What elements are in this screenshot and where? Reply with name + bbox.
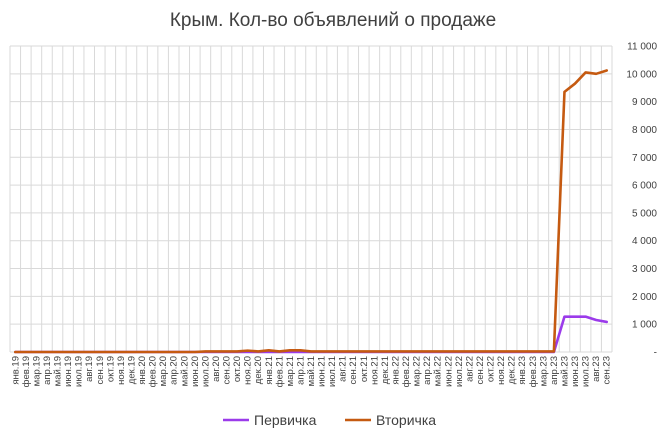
y-tick-label: 11 000	[627, 42, 657, 53]
x-tick-label: июн.19	[63, 356, 74, 387]
x-tick-label: янв.21	[264, 356, 275, 385]
x-tick-label: авг.22	[464, 356, 475, 382]
x-tick-label: май.21	[306, 356, 317, 386]
x-tick-label: июл.19	[74, 356, 85, 387]
y-tick-label: 7 000	[632, 153, 657, 164]
x-tick-label: июл.23	[581, 356, 592, 387]
x-tick-label: апр.21	[295, 356, 306, 385]
x-tick-label: май.23	[559, 356, 570, 386]
x-tick-label: июн.20	[190, 356, 201, 387]
x-tick-label: апр.19	[42, 356, 53, 385]
x-tick-label: дек.21	[380, 356, 391, 384]
y-tick-label: 8 000	[632, 125, 657, 136]
x-tick-label: окт.22	[486, 356, 497, 382]
x-tick-label: янв.22	[390, 356, 401, 385]
y-tick-label: 6 000	[632, 181, 657, 192]
x-tick-label: фев.23	[528, 356, 539, 387]
x-tick-label: авг.19	[84, 356, 95, 382]
x-tick-label: фев.21	[274, 356, 285, 387]
x-tick-label: июн.21	[317, 356, 328, 387]
series-line-0	[13, 315, 609, 354]
x-tick-label: май.22	[433, 356, 444, 386]
x-tick-label: ноя.20	[243, 356, 254, 385]
x-tick-label: янв.20	[137, 356, 148, 385]
x-tick-label: апр.22	[422, 356, 433, 385]
x-axis-ticks: янв.19 фев.19 мар.19 апр.19 май.19 июн.19 июл.…	[10, 356, 612, 387]
x-tick-label: апр.20	[169, 356, 180, 385]
legend: Первичка Вторичка	[223, 412, 436, 428]
x-tick-label: ноя.21	[369, 356, 380, 385]
y-tick-label: 2 000	[632, 292, 657, 303]
x-tick-label: июн.22	[443, 356, 454, 387]
x-tick-label: сен.23	[602, 356, 613, 385]
x-tick-label: янв.23	[517, 356, 528, 385]
y-axis-ticks: - 1 000 2 000 3 000 4 000 5 000 6 000 7 000 8 00…	[626, 42, 657, 359]
x-tick-label: сен.20	[222, 356, 233, 385]
x-tick-label: авг.23	[591, 356, 602, 382]
series-line-1	[13, 69, 609, 354]
x-tick-label: фев.19	[21, 356, 32, 387]
chart-title: Крым. Кол-во объявлений о продаже	[170, 10, 496, 31]
x-tick-label: окт.21	[359, 356, 370, 382]
x-tick-label: мар.22	[412, 356, 423, 386]
x-tick-label: мар.21	[285, 356, 296, 386]
legend-label-0: Первичка	[254, 412, 317, 428]
x-tick-label: июл.22	[454, 356, 465, 387]
x-tick-label: окт.20	[232, 356, 243, 382]
x-tick-label: янв.19	[10, 356, 21, 385]
x-tick-label: авг.20	[211, 356, 222, 382]
x-tick-label: сен.19	[95, 356, 106, 385]
gridlines	[9, 45, 613, 353]
x-tick-label: мар.23	[538, 356, 549, 386]
y-tick-label: 4 000	[632, 236, 657, 247]
y-tick-label: 5 000	[632, 208, 657, 219]
x-tick-label: ноя.22	[496, 356, 507, 385]
y-tick-label: 10 000	[626, 69, 657, 80]
x-tick-label: авг.21	[338, 356, 349, 382]
y-tick-label: 3 000	[632, 264, 657, 275]
x-tick-label: июл.21	[327, 356, 338, 387]
x-tick-label: май.19	[53, 356, 64, 386]
series-lines	[13, 69, 609, 354]
x-tick-label: июн.23	[570, 356, 581, 387]
x-tick-label: окт.19	[105, 356, 116, 382]
x-tick-label: мар.19	[31, 356, 42, 386]
x-tick-label: мар.20	[158, 356, 169, 386]
x-tick-label: апр.23	[549, 356, 560, 385]
x-tick-label: дек.19	[126, 356, 137, 384]
x-tick-label: сен.22	[475, 356, 486, 385]
y-tick-label: 9 000	[632, 97, 657, 108]
y-tick-label: -	[654, 348, 657, 359]
x-tick-label: фев.20	[148, 356, 159, 387]
x-tick-label: май.20	[179, 356, 190, 386]
y-tick-label: 1 000	[632, 320, 657, 331]
x-tick-label: сен.21	[348, 356, 359, 385]
legend-label-1: Вторичка	[376, 412, 436, 428]
x-tick-label: дек.22	[507, 356, 518, 384]
x-tick-label: дек.20	[253, 356, 264, 384]
x-tick-label: июл.20	[200, 356, 211, 387]
x-tick-label: ноя.19	[116, 356, 127, 385]
x-tick-label: фев.22	[401, 356, 412, 387]
